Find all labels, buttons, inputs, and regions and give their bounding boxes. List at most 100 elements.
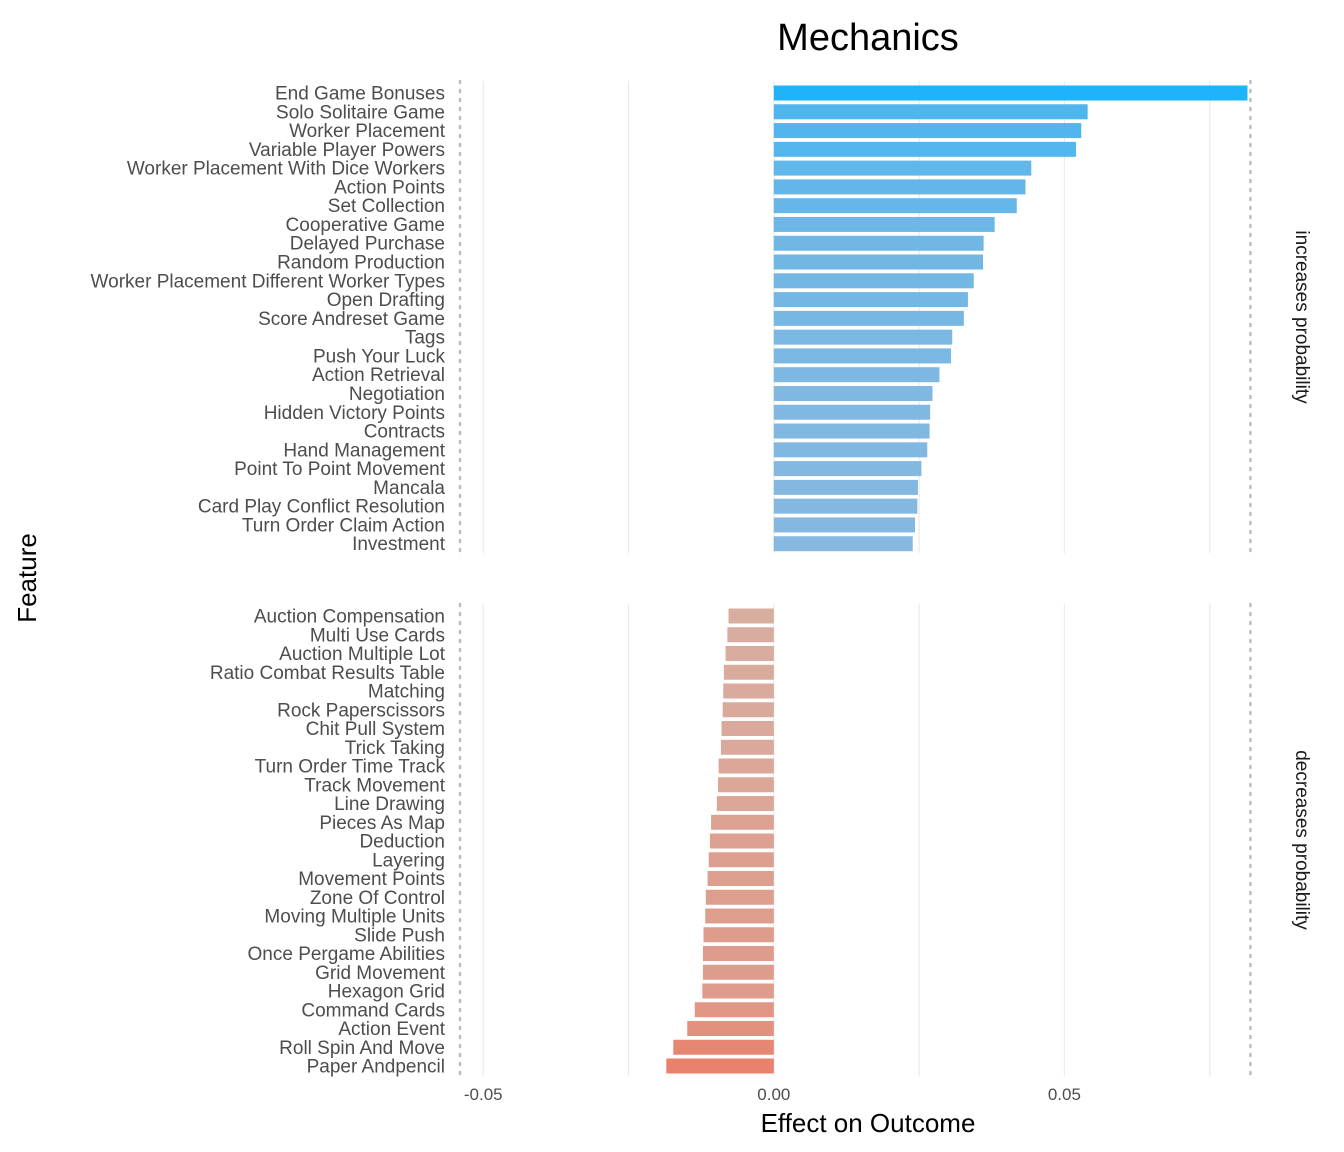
bar bbox=[773, 235, 984, 251]
category-label: Cooperative Game bbox=[286, 215, 445, 236]
category-label: Track Movement bbox=[304, 775, 445, 796]
category-label: Auction Compensation bbox=[254, 607, 445, 628]
category-label: Score Andreset Game bbox=[258, 309, 445, 330]
bar bbox=[707, 871, 774, 886]
bar bbox=[773, 273, 974, 289]
category-label: Roll Spin And Move bbox=[279, 1038, 445, 1059]
bar bbox=[773, 385, 933, 401]
category-label: Layering bbox=[372, 850, 445, 871]
category-label: Point To Point Movement bbox=[234, 459, 446, 480]
x-axis: -0.05 0.00 0.05 bbox=[464, 1085, 1081, 1104]
category-label: Moving Multiple Units bbox=[264, 907, 445, 928]
bar bbox=[773, 423, 930, 439]
category-label: Negotiation bbox=[349, 384, 445, 405]
category-label: Contracts bbox=[364, 422, 445, 443]
category-label: Command Cards bbox=[301, 1000, 445, 1021]
chart-title: Mechanics bbox=[777, 17, 959, 59]
category-label: Action Points bbox=[334, 177, 445, 198]
bar bbox=[773, 104, 1088, 120]
x-tick-label: 0.05 bbox=[1048, 1085, 1081, 1104]
bar bbox=[711, 814, 774, 830]
bar bbox=[773, 310, 964, 326]
category-label: Ratio Combat Results Table bbox=[210, 663, 445, 684]
bar bbox=[773, 367, 940, 383]
bar bbox=[773, 404, 931, 420]
bar bbox=[773, 498, 918, 514]
bar bbox=[773, 179, 1026, 195]
category-label: Rock Paperscissors bbox=[277, 700, 445, 721]
category-label: Delayed Purchase bbox=[290, 234, 445, 255]
bar bbox=[727, 627, 774, 643]
category-label: Variable Player Powers bbox=[249, 140, 445, 161]
bar bbox=[702, 983, 774, 999]
category-label: Worker Placement Different Worker Types bbox=[91, 271, 445, 292]
bar bbox=[773, 442, 928, 458]
bar bbox=[723, 664, 774, 680]
bar bbox=[703, 927, 774, 943]
bar bbox=[687, 1021, 774, 1036]
category-label: Investment bbox=[352, 534, 446, 555]
category-label: Action Event bbox=[338, 1019, 445, 1040]
bar bbox=[702, 964, 774, 980]
bar bbox=[718, 758, 774, 774]
category-label: Pieces As Map bbox=[319, 813, 445, 834]
bar bbox=[709, 833, 774, 849]
category-label: Once Pergame Abilities bbox=[248, 944, 446, 965]
category-label: Action Retrieval bbox=[312, 365, 445, 386]
category-label: Mancala bbox=[373, 478, 445, 499]
bar bbox=[723, 683, 774, 699]
bar bbox=[773, 216, 995, 232]
category-label: Set Collection bbox=[328, 196, 445, 217]
bar bbox=[773, 329, 953, 345]
bar bbox=[694, 1002, 774, 1018]
bar bbox=[773, 254, 984, 270]
x-tick-label: 0.00 bbox=[757, 1085, 790, 1104]
category-label: Grid Movement bbox=[315, 963, 446, 984]
category-label: Solo Solitaire Game bbox=[276, 102, 445, 123]
bar bbox=[773, 536, 913, 552]
category-label: Hidden Victory Points bbox=[264, 403, 445, 424]
facet-strip-label: increases probability bbox=[1291, 230, 1312, 404]
category-label: Paper Andpencil bbox=[307, 1057, 445, 1078]
bar bbox=[702, 946, 774, 961]
category-label: Worker Placement bbox=[289, 121, 446, 142]
bar bbox=[773, 141, 1077, 157]
category-label: Movement Points bbox=[298, 869, 445, 890]
bar bbox=[728, 608, 774, 624]
category-label: Multi Use Cards bbox=[310, 625, 445, 646]
category-label: Tags bbox=[405, 328, 445, 349]
category-label: Hexagon Grid bbox=[328, 982, 445, 1003]
bar bbox=[722, 702, 774, 718]
category-label: Push Your Luck bbox=[313, 346, 446, 367]
category-label: Turn Order Time Track bbox=[255, 757, 446, 778]
bar bbox=[773, 292, 968, 308]
grid-lines bbox=[458, 79, 1252, 1078]
category-label: Trick Taking bbox=[345, 738, 445, 759]
bar bbox=[773, 348, 952, 364]
bar bbox=[773, 160, 1032, 176]
category-label: Turn Order Claim Action bbox=[242, 515, 445, 536]
bar bbox=[666, 1058, 774, 1074]
category-label: Line Drawing bbox=[334, 794, 445, 815]
bar bbox=[773, 479, 918, 495]
bar bbox=[773, 461, 922, 477]
bar bbox=[773, 198, 1017, 214]
bar bbox=[773, 517, 916, 533]
category-label: Zone Of Control bbox=[310, 888, 445, 909]
category-label: End Game Bonuses bbox=[275, 84, 445, 105]
y-axis-title: Feature bbox=[12, 533, 42, 623]
category-label: Card Play Conflict Resolution bbox=[198, 497, 445, 518]
bar bbox=[773, 85, 1248, 101]
x-tick-label: -0.05 bbox=[464, 1085, 503, 1104]
facet-strips: increases probability decreases probabili… bbox=[1291, 230, 1312, 930]
category-label: Chit Pull System bbox=[306, 719, 445, 740]
bar bbox=[725, 646, 774, 661]
bar bbox=[705, 889, 774, 905]
x-axis-title: Effect on Outcome bbox=[761, 1108, 976, 1138]
bar bbox=[708, 852, 774, 868]
category-label: Deduction bbox=[359, 832, 445, 853]
category-label: Matching bbox=[368, 682, 445, 703]
bar bbox=[721, 721, 774, 736]
